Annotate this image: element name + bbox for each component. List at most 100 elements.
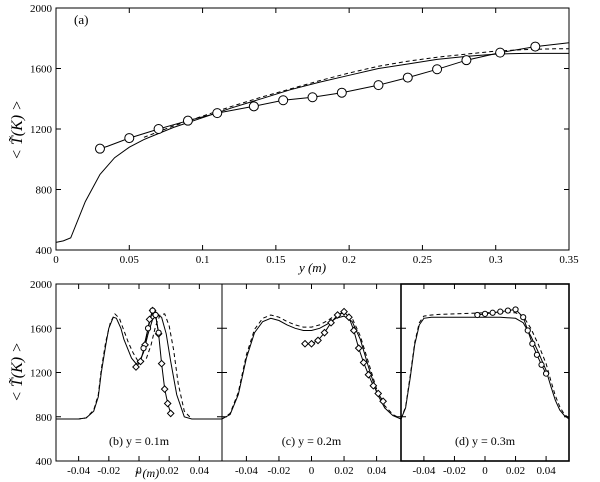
series-line-d-0 — [400, 316, 570, 420]
x-tick-label-b: 0.04 — [190, 465, 210, 477]
circle-marker-a — [373, 80, 384, 91]
y-tick-label-a: 800 — [36, 185, 53, 197]
y-tick-label-b: 1200 — [30, 368, 53, 380]
diamond-marker-c — [345, 313, 353, 322]
x-tick-label-b: -0.02 — [97, 465, 120, 477]
x-tick-label-b: -0.04 — [67, 465, 90, 477]
x-tick-label-a: 0.3 — [489, 254, 503, 266]
x-tick-label-d: 0 — [482, 465, 488, 477]
diamond-marker-b — [132, 363, 140, 371]
diamond-marker-c — [374, 389, 383, 398]
text-layer: 0 0.05 0.1 0.15 0.2 0.25 0.3 0.35 400 800 1200 1600… — [8, 3, 579, 480]
circle-marker-b — [140, 345, 147, 352]
panel-label-d: (d) y = 0.3m — [455, 434, 516, 448]
x-tick-label-d: -0.04 — [412, 465, 435, 477]
diamond-marker-b — [157, 359, 166, 368]
circle-marker-d — [538, 361, 545, 368]
circle-marker-a — [336, 87, 347, 98]
series-line-b-1 — [56, 313, 222, 420]
circle-marker-d — [489, 309, 496, 316]
y-tick-label-b: 400 — [36, 456, 53, 468]
circle-marker-b — [149, 307, 156, 314]
circle-marker-a — [94, 143, 105, 154]
y-tick-label-a: 1600 — [30, 64, 53, 76]
diamond-marker-c — [369, 381, 378, 390]
series-line-c-2 — [305, 311, 384, 402]
circle-marker-b — [155, 329, 162, 336]
diamond-marker-c — [379, 397, 388, 406]
y-tick-label-b: 1600 — [30, 323, 53, 335]
y-tick-label-a: 400 — [36, 245, 53, 257]
circle-marker-a — [153, 124, 164, 134]
x-tick-label-a: 0 — [53, 254, 59, 266]
y-tick-label-b: 2000 — [30, 279, 53, 291]
circle-marker-d — [533, 351, 541, 358]
x-tick-label-c: 0.02 — [334, 465, 353, 477]
panel-label-a: (a) — [74, 12, 88, 27]
diamond-marker-c — [364, 370, 373, 379]
markers-layer — [94, 41, 550, 418]
circle-marker-d — [504, 307, 512, 314]
circle-marker-a — [182, 115, 193, 126]
circle-marker-d — [542, 370, 550, 377]
x-tick-label-a: 0.25 — [413, 254, 433, 266]
circle-marker-b — [144, 325, 152, 332]
y-tick-label-b: 800 — [36, 412, 53, 424]
circle-marker-a — [124, 133, 135, 144]
series-line-b-0 — [56, 314, 222, 420]
panel-label-c: (c) y = 0.2m — [282, 434, 342, 448]
circle-marker-b — [152, 311, 159, 319]
diamond-marker-b — [136, 357, 145, 366]
circle-marker-a — [530, 41, 541, 52]
diamond-marker-b — [163, 399, 172, 408]
x-tick-label-a: 0.1 — [196, 254, 210, 266]
x-tick-label-a: 0.2 — [342, 254, 356, 266]
circle-marker-d — [529, 340, 536, 347]
x-tick-label-a: 0.15 — [266, 254, 286, 266]
x-tick-label-c: 0.04 — [367, 465, 387, 477]
diamond-marker-c — [314, 336, 322, 345]
diamond-marker-b — [160, 385, 169, 394]
diamond-marker-c — [327, 318, 335, 327]
circle-marker-a — [495, 47, 506, 58]
circle-marker-a — [248, 101, 259, 112]
circle-marker-a — [278, 95, 289, 106]
diamond-marker-c — [340, 307, 348, 316]
circle-marker-d — [497, 308, 504, 315]
x-tick-label-a: 0.05 — [120, 254, 140, 266]
diamond-marker-b — [166, 409, 175, 418]
x-axis-title-bottom: r (m) — [135, 466, 159, 480]
x-tick-label-d: -0.02 — [443, 465, 466, 477]
x-tick-label-b: 0 — [136, 465, 142, 477]
diamond-marker-c — [301, 339, 309, 348]
series-line-c-1 — [221, 312, 402, 420]
diamond-marker-c — [307, 339, 316, 348]
y-tick-label-a: 2000 — [30, 3, 53, 15]
circle-marker-d — [481, 310, 489, 317]
series-line-a-2 — [143, 48, 569, 138]
x-tick-label-c: -0.04 — [235, 465, 258, 477]
diamond-marker-c — [354, 344, 363, 353]
diamond-marker-c — [349, 326, 358, 335]
circle-marker-a — [432, 64, 443, 75]
circle-marker-d — [512, 306, 519, 313]
panel-label-b: (b) y = 0.1m — [109, 434, 170, 448]
y-tick-label-a: 1200 — [30, 124, 53, 136]
x-tick-label-a: 0.35 — [559, 254, 579, 266]
x-tick-label-b: 0.02 — [160, 465, 179, 477]
diamond-marker-c — [333, 311, 342, 319]
series-line-c-0 — [221, 315, 402, 420]
y-axis-title-bottom: < T̃(K) > — [8, 342, 26, 402]
diamond-marker-b — [145, 315, 154, 324]
circle-marker-a — [461, 55, 472, 66]
frames-layer — [55, 7, 570, 462]
series-line-a-0 — [99, 42, 570, 150]
diamond-marker-c — [359, 358, 368, 367]
x-axis-title-a: y (m) — [297, 260, 326, 275]
y-axis-title-a: < T̃(K) > — [8, 100, 26, 160]
plot-frame-a — [55, 7, 570, 251]
x-tick-label-c: -0.02 — [267, 465, 290, 477]
circle-marker-d — [524, 327, 531, 334]
series-line-a-1 — [55, 52, 569, 243]
